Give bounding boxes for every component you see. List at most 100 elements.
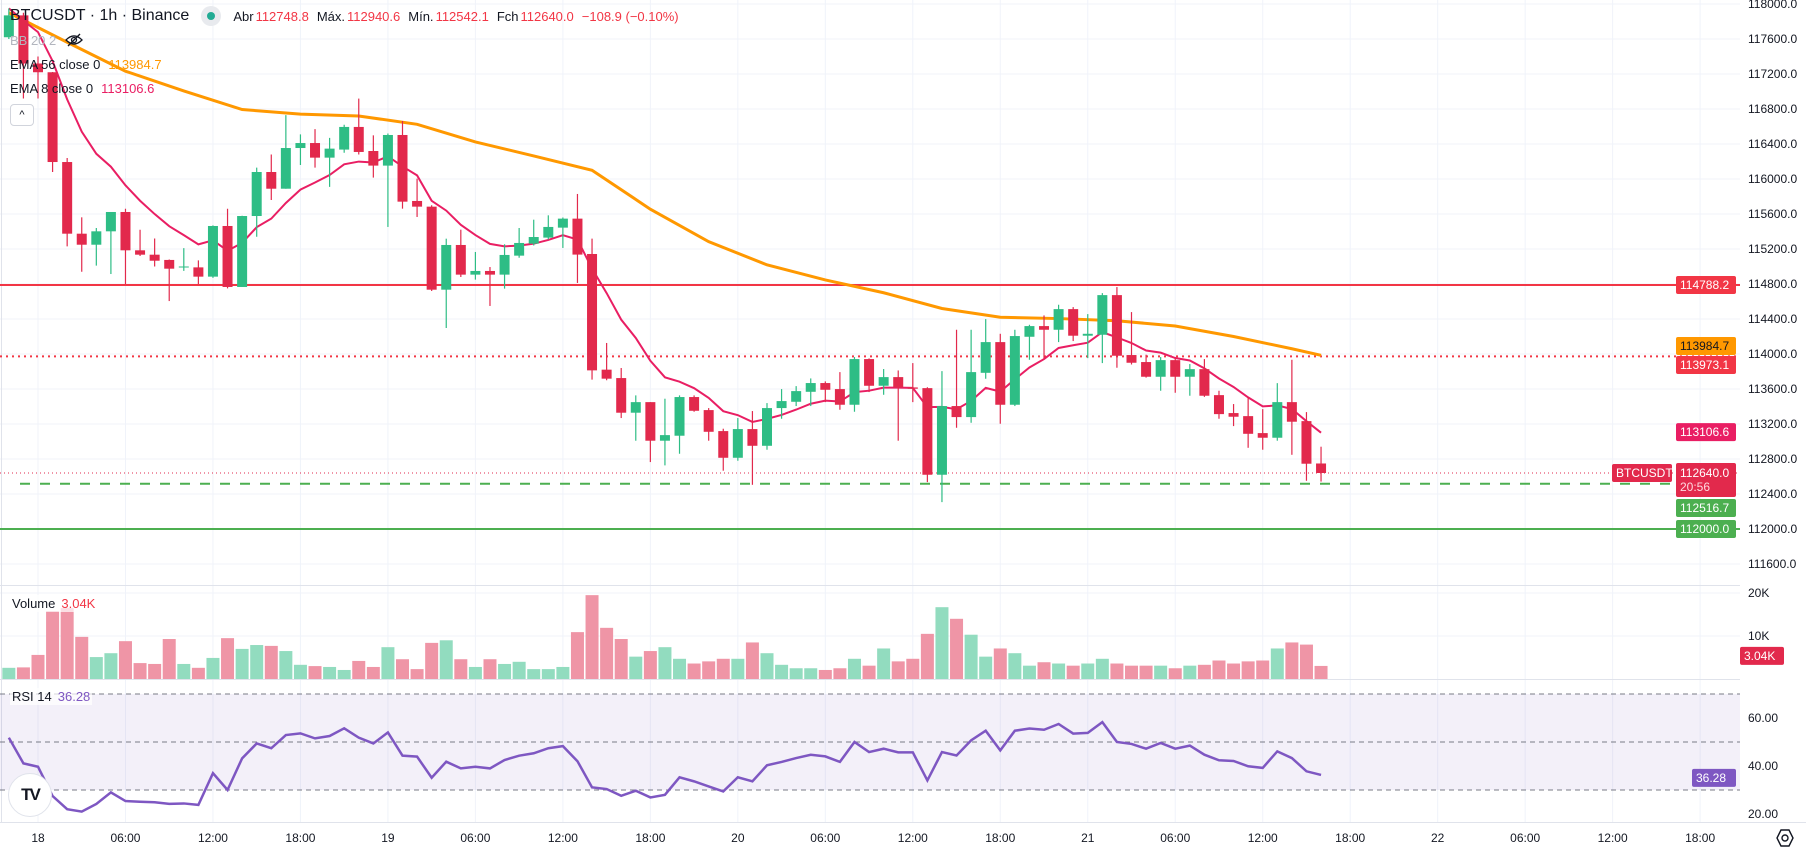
candle[interactable] (105, 211, 116, 275)
candle[interactable] (1316, 446, 1327, 482)
candle[interactable] (1082, 314, 1093, 359)
candle[interactable] (557, 217, 568, 248)
candle[interactable] (76, 217, 87, 272)
candle[interactable] (922, 387, 933, 483)
candle[interactable] (1228, 404, 1239, 427)
candle[interactable] (543, 215, 554, 240)
ema8-legend-row[interactable]: EMA 8 close 0 113106.6 (10, 76, 687, 100)
candle[interactable] (1257, 409, 1268, 450)
candle[interactable] (776, 389, 787, 419)
candle[interactable] (164, 259, 175, 302)
candle[interactable] (18, 12, 29, 99)
candle[interactable] (222, 208, 233, 289)
candle[interactable] (878, 369, 889, 395)
candle[interactable] (849, 357, 860, 412)
eye-off-icon[interactable] (64, 32, 84, 48)
candle[interactable] (368, 135, 379, 178)
candle[interactable] (441, 238, 452, 329)
candle[interactable] (135, 229, 146, 256)
candle[interactable] (1199, 359, 1210, 397)
candle[interactable] (266, 154, 277, 201)
candle[interactable] (936, 371, 947, 503)
candle[interactable] (1111, 287, 1122, 368)
candle[interactable] (1184, 364, 1195, 396)
candle[interactable] (47, 71, 58, 172)
candle[interactable] (893, 370, 904, 441)
candle[interactable] (703, 408, 714, 441)
candle[interactable] (995, 333, 1006, 424)
candle[interactable] (455, 229, 466, 277)
candle[interactable] (1024, 324, 1035, 360)
rsi-legend[interactable]: RSI 14 36.28 (10, 688, 93, 705)
candle[interactable] (1213, 390, 1224, 419)
ema56-line[interactable] (8, 11, 1322, 357)
tradingview-logo[interactable]: TV (8, 773, 52, 817)
candle[interactable] (120, 208, 131, 284)
candle[interactable] (91, 228, 102, 266)
candle[interactable] (834, 372, 845, 410)
candle[interactable] (528, 219, 539, 246)
candle[interactable] (587, 238, 598, 380)
candle[interactable] (747, 411, 758, 485)
candle[interactable] (645, 402, 656, 463)
candle[interactable] (1053, 304, 1064, 343)
candle[interactable] (1126, 312, 1137, 365)
candle[interactable] (718, 428, 729, 471)
candle[interactable] (339, 124, 350, 153)
bb-legend-row[interactable]: BB 20 2 (10, 28, 687, 52)
candle[interactable] (324, 137, 335, 187)
ema56-legend-row[interactable]: EMA 56 close 0 113984.7 (10, 52, 687, 76)
candle[interactable] (791, 386, 802, 407)
candle[interactable] (251, 167, 262, 237)
candle[interactable] (616, 368, 627, 419)
candle[interactable] (674, 395, 685, 454)
candle[interactable] (295, 134, 306, 165)
candle[interactable] (280, 115, 291, 189)
candle[interactable] (601, 342, 612, 381)
candle[interactable] (149, 238, 160, 267)
volume-legend[interactable]: Volume 3.04K (10, 595, 98, 612)
candle[interactable] (382, 133, 393, 227)
candle[interactable] (689, 395, 700, 412)
candle[interactable] (980, 319, 991, 379)
candle[interactable] (1155, 357, 1166, 391)
candle[interactable] (237, 215, 248, 287)
candle[interactable] (193, 260, 204, 284)
candle[interactable] (1272, 383, 1283, 441)
candle[interactable] (412, 178, 423, 217)
candle[interactable] (1243, 397, 1254, 448)
candle[interactable] (426, 205, 437, 291)
candle[interactable] (3, 8, 14, 39)
rsi-line[interactable] (7, 720, 1322, 813)
candle[interactable] (732, 418, 743, 461)
candle[interactable] (207, 225, 218, 278)
candle[interactable] (499, 244, 510, 289)
candle[interactable] (951, 329, 962, 428)
candle[interactable] (572, 193, 583, 283)
chart-settings-gear-icon[interactable] (1775, 828, 1795, 848)
candle[interactable] (484, 267, 495, 306)
candle[interactable] (1097, 293, 1108, 364)
symbol-title[interactable]: BTCUSDT · 1h · Binance (10, 7, 190, 24)
candle[interactable] (630, 395, 641, 441)
candle[interactable] (907, 363, 918, 403)
candle[interactable] (1068, 307, 1079, 342)
candle[interactable] (966, 329, 977, 423)
candle[interactable] (762, 403, 772, 450)
candle[interactable] (33, 56, 43, 99)
collapse-legend-button[interactable]: ^ (10, 104, 34, 126)
candle[interactable] (62, 158, 73, 247)
candle[interactable] (1301, 412, 1312, 481)
candle[interactable] (1039, 315, 1050, 359)
candle[interactable] (805, 378, 816, 407)
candle[interactable] (659, 398, 670, 466)
candle[interactable] (397, 120, 408, 209)
price-axis[interactable] (1740, 0, 1806, 822)
candle[interactable] (864, 358, 875, 393)
candle[interactable] (1009, 329, 1020, 407)
candle[interactable] (178, 248, 189, 271)
candle[interactable] (514, 228, 525, 258)
candle[interactable] (1170, 358, 1181, 393)
candle[interactable] (310, 129, 321, 168)
